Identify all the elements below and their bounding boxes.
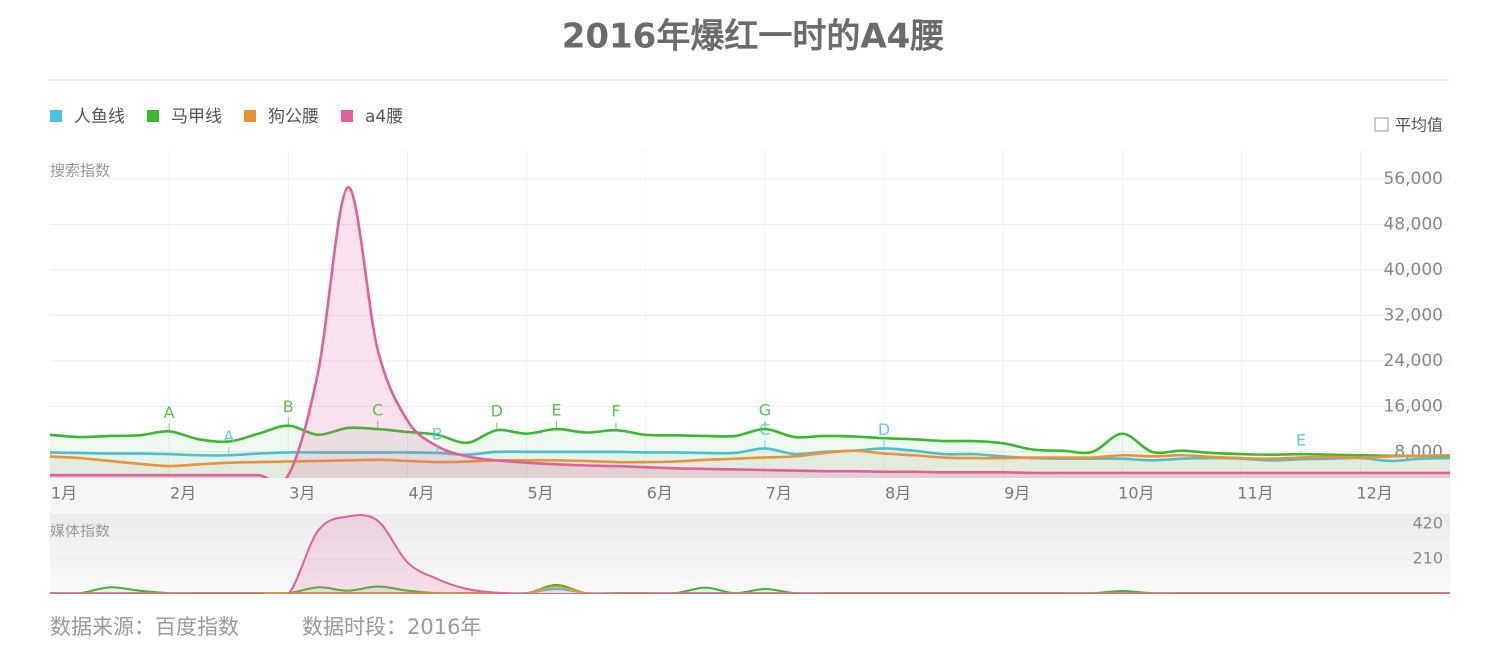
- x-tick-label: 11月: [1237, 484, 1273, 503]
- line: [50, 424, 1450, 458]
- y-tick-label: 24,000: [1384, 351, 1443, 371]
- legend-swatch: [341, 110, 353, 122]
- annotation: E: [551, 401, 561, 420]
- annotation: C: [759, 420, 770, 439]
- x-tick-label: 1月: [51, 484, 77, 503]
- y-axis-title: 搜索指数: [50, 162, 110, 180]
- annotation: A: [164, 403, 175, 422]
- legend-swatch: [147, 110, 159, 122]
- y-tick-label: 48,000: [1384, 214, 1443, 234]
- average-checkbox[interactable]: [1374, 117, 1389, 132]
- x-tick-label: 6月: [647, 484, 673, 503]
- line: [50, 186, 1450, 478]
- average-label[interactable]: 平均值: [1395, 116, 1443, 135]
- x-tick-label: 12月: [1356, 484, 1392, 503]
- area-fill: [50, 425, 1450, 478]
- x-axis-band: [50, 478, 1450, 514]
- y-tick-label: 32,000: [1384, 305, 1443, 325]
- y-tick-label: 16,000: [1384, 396, 1443, 416]
- plot: [50, 186, 1450, 478]
- annotation: D: [491, 402, 503, 421]
- area-fill: [50, 584, 1450, 594]
- legend-swatch: [244, 110, 256, 122]
- x-tick-label: 10月: [1118, 484, 1154, 503]
- y-tick-label: 56,000: [1384, 169, 1443, 189]
- x-tick-label: 4月: [408, 484, 434, 503]
- legend-swatch: [50, 110, 62, 122]
- area-fill: [50, 515, 1450, 594]
- line: [50, 449, 1450, 468]
- x-tick-label: 9月: [1004, 484, 1030, 503]
- annotation: B: [283, 397, 294, 416]
- legend: 人鱼线 马甲线 狗公腰 a4腰: [50, 107, 403, 127]
- x-tick-label: 7月: [766, 484, 792, 503]
- annotation: D: [878, 420, 890, 439]
- area-fill: [50, 448, 1450, 478]
- media-panel-bg: [50, 514, 1450, 594]
- footer-source: 数据来源：百度指数: [50, 615, 239, 639]
- chart-title: 2016年爆红一时的A4腰: [562, 17, 945, 57]
- annotation: E: [1296, 431, 1306, 450]
- x-tick-label: 5月: [528, 484, 554, 503]
- x-tick-label: 3月: [289, 484, 315, 503]
- annotation: B: [432, 424, 443, 443]
- legend-label: 马甲线: [171, 107, 222, 127]
- legend-label: a4腰: [365, 107, 403, 127]
- annotation: A: [223, 427, 234, 446]
- annotation: F: [611, 402, 620, 421]
- y-tick-label: 210: [1412, 549, 1443, 568]
- footer-period: 数据时段：2016年: [302, 615, 481, 639]
- x-tick-label: 8月: [885, 484, 911, 503]
- y-tick-label: 40,000: [1384, 260, 1443, 280]
- y-axis-title: 媒体指数: [50, 522, 110, 540]
- annotation: G: [759, 401, 771, 420]
- y-tick-label: 420: [1412, 514, 1443, 533]
- x-tick-label: 2月: [170, 484, 196, 503]
- legend-label: 狗公腰: [268, 107, 319, 127]
- annotation: C: [372, 401, 383, 420]
- area-fill: [50, 187, 1450, 478]
- plot: [50, 514, 1450, 594]
- legend-label: 人鱼线: [74, 107, 125, 127]
